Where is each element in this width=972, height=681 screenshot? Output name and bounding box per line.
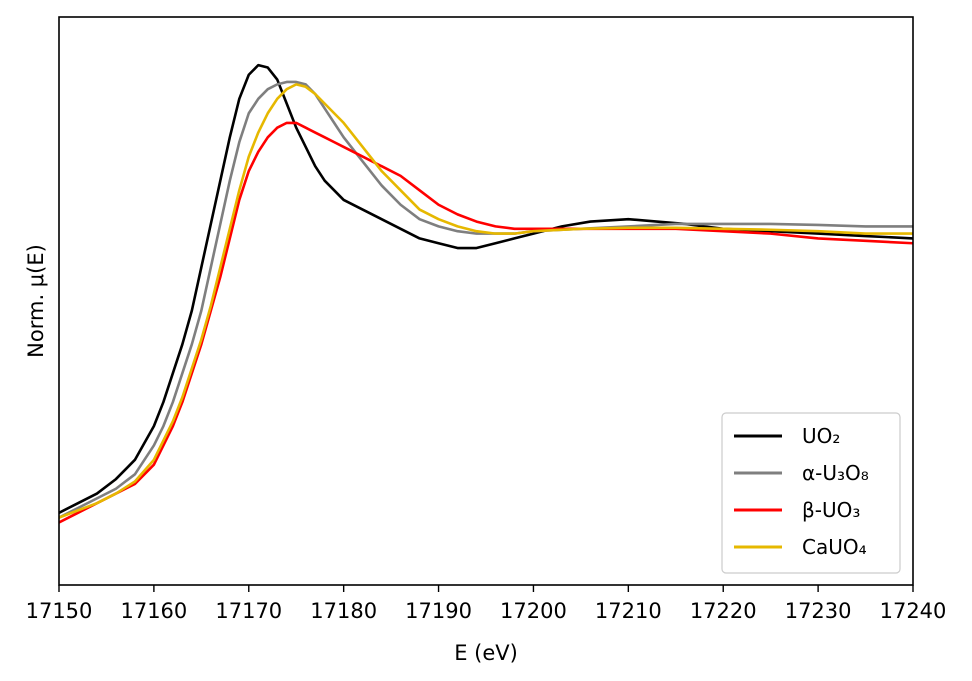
legend-label-2: β-UO₃ xyxy=(802,498,860,522)
legend-label-3: CaUO₄ xyxy=(802,535,867,559)
series-line-3 xyxy=(59,83,913,519)
y-axis-label: Norm. μ(E) xyxy=(24,244,48,358)
legend: UO₂ α-U₃O₈ β-UO₃ CaUO₄ xyxy=(721,412,901,574)
x-tick-label: 17200 xyxy=(500,599,567,623)
x-axis-ticks: 17150 17160 17170 17180 17190 17200 17210 17220… xyxy=(26,585,947,623)
legend-label-1: α-U₃O₈ xyxy=(802,461,869,485)
x-tick-label: 17160 xyxy=(120,599,187,623)
x-tick-label: 17230 xyxy=(785,599,852,623)
plot-area xyxy=(59,63,913,524)
x-tick-label: 17150 xyxy=(26,599,93,623)
legend-label-0: UO₂ xyxy=(802,424,840,448)
x-tick-label: 17170 xyxy=(215,599,282,623)
x-tick-label: 17220 xyxy=(690,599,757,623)
x-tick-label: 17240 xyxy=(880,599,947,623)
x-tick-label: 17180 xyxy=(310,599,377,623)
x-tick-label: 17210 xyxy=(595,599,662,623)
x-tick-label: 17190 xyxy=(405,599,472,623)
plot-frame xyxy=(58,16,914,586)
x-axis-label: E (eV) xyxy=(454,641,518,665)
series-line-0 xyxy=(59,63,913,514)
legend-box xyxy=(721,412,901,574)
